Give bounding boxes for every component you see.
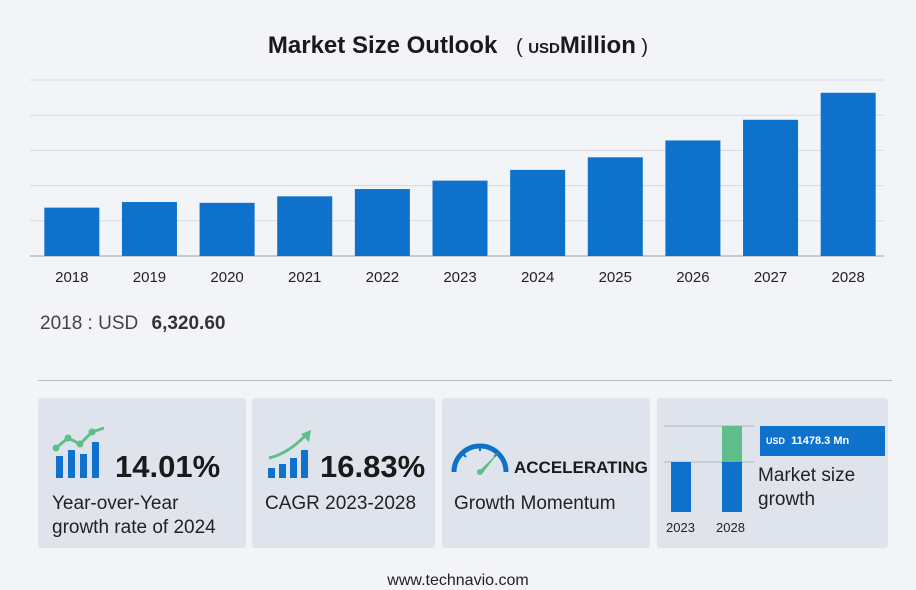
mini-bar-2028-growth bbox=[722, 426, 742, 462]
cagr-value: 16.83% bbox=[320, 449, 426, 484]
market-size-growth-card bbox=[657, 398, 888, 548]
growth-label: Market size growth bbox=[758, 465, 856, 510]
momentum-value: ACCELERATING bbox=[514, 458, 648, 477]
bar-2021 bbox=[277, 196, 333, 256]
bar-2025 bbox=[587, 157, 643, 256]
bar-chart: 2018 2019 2020 2021 2022 2023 2024 2025 2026 2027… bbox=[30, 79, 884, 286]
bar-2024 bbox=[510, 169, 566, 256]
x-tick-label-2025: 2025 bbox=[599, 269, 632, 286]
speedometer-gauge-icon bbox=[451, 443, 509, 475]
rising-bars-arrow-icon bbox=[268, 430, 311, 478]
section-divider bbox=[38, 380, 892, 381]
x-tick-label-2021: 2021 bbox=[288, 269, 321, 286]
x-tick-label-2024: 2024 bbox=[521, 269, 554, 286]
cagr-label: CAGR 2023-2028 bbox=[265, 493, 417, 514]
chart-title-unit: ( USDMillion ) bbox=[515, 32, 649, 59]
base-year-amount: 6,320.60 bbox=[151, 313, 226, 334]
mini-year-start: 2023 bbox=[666, 520, 695, 535]
footer-site: www.technavio.com bbox=[387, 572, 529, 589]
bar-2027 bbox=[743, 119, 799, 256]
bar-2022 bbox=[354, 189, 410, 256]
chart-title-main: Market Size Outlook bbox=[267, 32, 498, 59]
bar-2028 bbox=[820, 92, 876, 256]
yoy-label: Year-over-Year growth rate of 2024 bbox=[52, 493, 216, 538]
mini-bar-2028-base bbox=[722, 462, 742, 512]
bar-2023 bbox=[432, 180, 488, 256]
base-year-label: 2018 : USD bbox=[40, 313, 139, 334]
x-tick-label-2026: 2026 bbox=[676, 269, 709, 286]
mini-growth-chart bbox=[664, 425, 754, 512]
x-tick-label-2027: 2027 bbox=[754, 269, 787, 286]
x-tick-label-2019: 2019 bbox=[133, 269, 166, 286]
bar-2020 bbox=[199, 202, 255, 256]
rising-bars-line-icon bbox=[52, 426, 105, 478]
momentum-label: Growth Momentum bbox=[454, 493, 616, 514]
mini-bar-2023 bbox=[671, 462, 691, 512]
x-tick-label-2020: 2020 bbox=[210, 269, 243, 286]
bar-2019 bbox=[121, 202, 177, 256]
mini-year-end: 2028 bbox=[716, 520, 745, 535]
growth-value-badge: USD 11478.3 Mn bbox=[760, 426, 885, 456]
yoy-value: 14.01% bbox=[115, 449, 221, 484]
base-year-value: 2018 : USD 6,320.60 bbox=[40, 313, 225, 335]
growth-momentum-card bbox=[442, 398, 650, 548]
x-tick-label-2028: 2028 bbox=[831, 269, 864, 286]
x-tick-label-2022: 2022 bbox=[366, 269, 399, 286]
bar-2026 bbox=[665, 140, 721, 256]
chart-title: Market Size Outlook ( USDMillion ) bbox=[0, 32, 916, 60]
bar-2018 bbox=[44, 207, 100, 256]
x-tick-label-2018: 2018 bbox=[55, 269, 88, 286]
x-tick-label-2023: 2023 bbox=[443, 269, 476, 286]
